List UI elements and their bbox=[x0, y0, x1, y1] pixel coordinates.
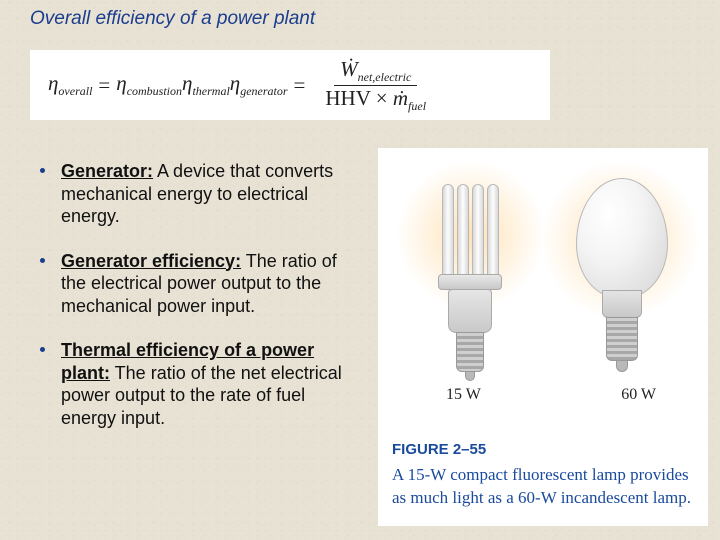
cfl-bulb-icon bbox=[438, 184, 502, 384]
figure-number: FIGURE 2–55 bbox=[392, 441, 692, 458]
figure-panel: 15 W 60 W FIGURE 2–55 A 15-W compact flu… bbox=[378, 148, 708, 526]
incandescent-wattage-label: 60 W bbox=[621, 386, 656, 404]
bullet-dot-icon bbox=[40, 168, 45, 173]
bullet-list: Generator: A device that converts mechan… bbox=[40, 160, 360, 451]
figure-caption: A 15-W compact fluorescent lamp provides… bbox=[392, 464, 692, 510]
eta-generator: ηgenerator bbox=[230, 71, 288, 95]
bulbs-illustration: 15 W 60 W bbox=[378, 148, 708, 408]
eta-thermal: ηthermal bbox=[182, 71, 230, 95]
term: Generator efficiency: bbox=[61, 251, 241, 271]
eta-combustion: ηcombustion bbox=[116, 71, 182, 95]
eta-overall: ηoverall bbox=[48, 71, 92, 95]
incandescent-bulb-icon bbox=[576, 178, 668, 383]
cfl-wattage-label: 15 W bbox=[446, 386, 481, 404]
fraction: Ẇnet,electric HHV × ṁfuel bbox=[319, 57, 432, 114]
page-title: Overall efficiency of a power plant bbox=[30, 8, 315, 30]
efficiency-formula: ηoverall = ηcombustion ηthermal ηgenerat… bbox=[30, 50, 550, 120]
list-item: Thermal efficiency of a power plant: The… bbox=[40, 339, 360, 429]
bullet-dot-icon bbox=[40, 347, 45, 352]
list-item: Generator: A device that converts mechan… bbox=[40, 160, 360, 228]
list-item: Generator efficiency: The ratio of the e… bbox=[40, 250, 360, 318]
bullet-dot-icon bbox=[40, 258, 45, 263]
term: Generator: bbox=[61, 161, 153, 181]
